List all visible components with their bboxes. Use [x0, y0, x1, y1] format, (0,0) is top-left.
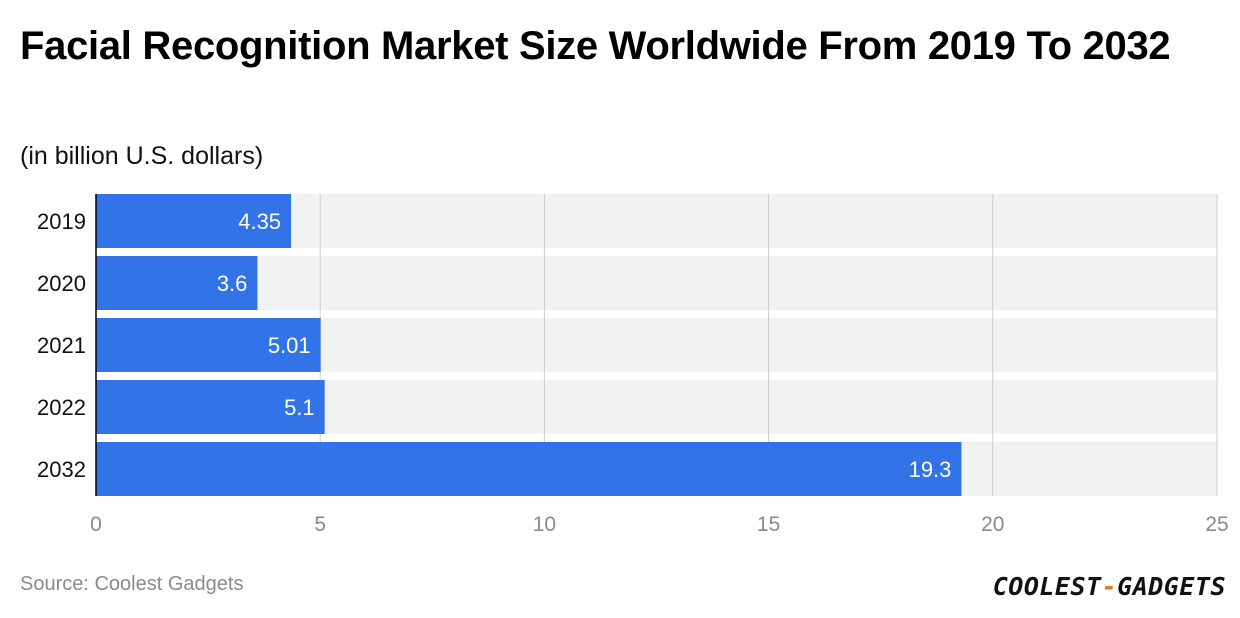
chart-subtitle: (in billion U.S. dollars): [20, 142, 264, 170]
coolest-gadgets-logo: COOLEST-GADGETS: [993, 572, 1226, 602]
value-label-2021: 5.01: [268, 333, 311, 358]
bar-2021: [96, 318, 321, 372]
bar-2019: [96, 194, 292, 248]
value-label-2022: 5.1: [284, 395, 315, 420]
x-tick-label-20: 20: [981, 513, 1004, 536]
category-label-2022: 2022: [37, 395, 86, 420]
bar-2032: [96, 442, 962, 496]
value-label-2032: 19.3: [909, 457, 952, 482]
x-tick-label-0: 0: [90, 513, 102, 536]
category-label-2020: 2020: [37, 271, 86, 296]
x-tick-label-15: 15: [757, 513, 780, 536]
x-tick-label-10: 10: [533, 513, 556, 536]
logo-dash: -: [1101, 572, 1118, 601]
chart-title: Facial Recognition Market Size Worldwide…: [20, 24, 1171, 68]
category-label-2032: 2032: [37, 457, 86, 482]
value-label-2019: 4.35: [238, 209, 281, 234]
value-label-2020: 3.6: [217, 271, 248, 296]
source-note: Source: Coolest Gadgets: [20, 573, 244, 595]
x-tick-label-5: 5: [314, 513, 326, 536]
logo-word-left: COOLEST: [992, 572, 1102, 601]
category-label-2019: 2019: [37, 209, 86, 234]
logo-word-right: GADGETS: [1117, 572, 1226, 601]
x-tick-label-25: 25: [1205, 513, 1228, 536]
bar-2020: [96, 256, 258, 310]
bar-2022: [96, 380, 325, 434]
row-background-2020: [96, 256, 1217, 310]
category-label-2021: 2021: [37, 333, 86, 358]
